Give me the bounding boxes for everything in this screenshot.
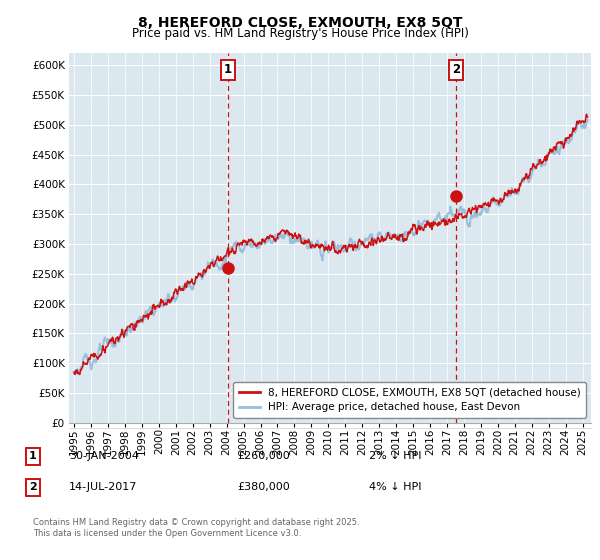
Text: £380,000: £380,000	[237, 482, 290, 492]
Text: 1: 1	[29, 451, 37, 461]
Legend: 8, HEREFORD CLOSE, EXMOUTH, EX8 5QT (detached house), HPI: Average price, detach: 8, HEREFORD CLOSE, EXMOUTH, EX8 5QT (det…	[233, 382, 586, 418]
Text: 8, HEREFORD CLOSE, EXMOUTH, EX8 5QT: 8, HEREFORD CLOSE, EXMOUTH, EX8 5QT	[138, 16, 462, 30]
Text: 30-JAN-2004: 30-JAN-2004	[69, 451, 139, 461]
Text: £260,000: £260,000	[237, 451, 290, 461]
Text: 2: 2	[29, 482, 37, 492]
Text: 2% ↓ HPI: 2% ↓ HPI	[369, 451, 421, 461]
Text: 4% ↓ HPI: 4% ↓ HPI	[369, 482, 421, 492]
Text: 1: 1	[224, 63, 232, 76]
Text: Contains HM Land Registry data © Crown copyright and database right 2025.
This d: Contains HM Land Registry data © Crown c…	[33, 518, 359, 538]
Text: 14-JUL-2017: 14-JUL-2017	[69, 482, 137, 492]
Text: 2: 2	[452, 63, 460, 76]
Text: Price paid vs. HM Land Registry's House Price Index (HPI): Price paid vs. HM Land Registry's House …	[131, 27, 469, 40]
